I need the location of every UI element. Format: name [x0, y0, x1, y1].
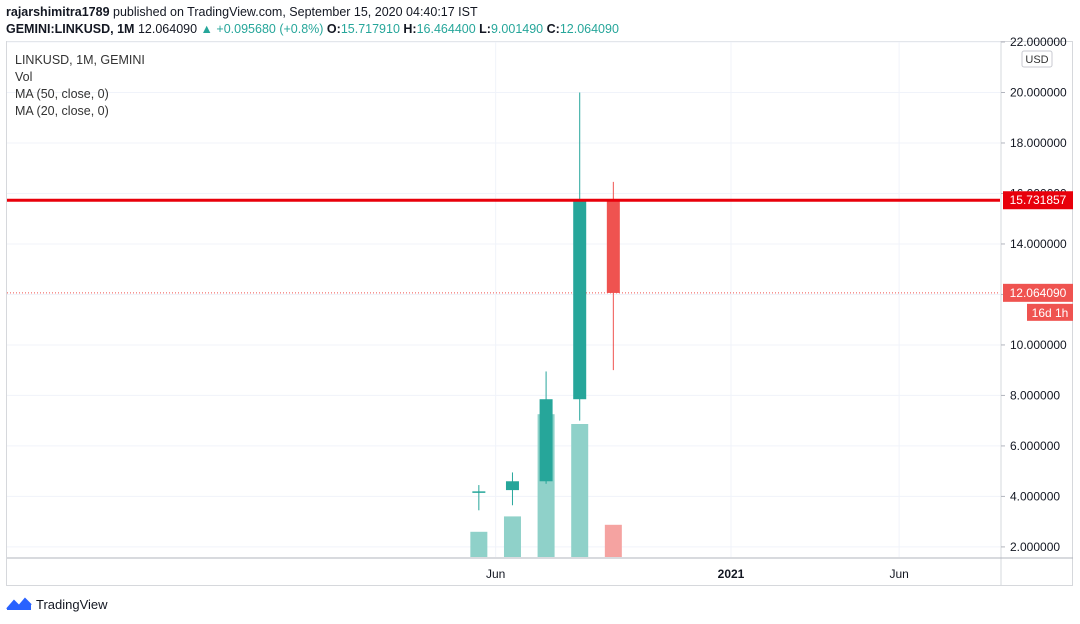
candle-body [573, 200, 587, 400]
candle [606, 181, 620, 371]
candle [539, 371, 553, 484]
footer-brand[interactable]: TradingView [6, 596, 108, 612]
legend-title[interactable]: LINKUSD, 1M, GEMINI [15, 53, 145, 67]
currency-label: USD [1025, 54, 1048, 66]
open-label: O: [326, 22, 341, 36]
volume-bar [571, 424, 589, 557]
y-tick-label: 4.000000 [1010, 489, 1060, 503]
time-axis: Jun 2021 Jun [486, 567, 909, 581]
chart-legend: LINKUSD, 1M, GEMINI Vol MA (50, close, 0… [15, 52, 145, 120]
current-price-label: 12.064090 [1003, 283, 1073, 302]
publish-info: published on TradingView.com, September … [109, 5, 478, 19]
close-value: 12.064090 [559, 22, 619, 36]
currency-button[interactable]: USD [1021, 50, 1053, 68]
chart-grid [7, 41, 1000, 557]
countdown-label: 16d 1h [1027, 303, 1073, 321]
price-change: +0.095680 (+0.8%) [216, 22, 324, 36]
y-tick-label: 14.000000 [1010, 237, 1067, 251]
symbol-interval: GEMINI:LINKUSD, 1M [6, 22, 135, 36]
volume-bar [470, 531, 488, 557]
countdown-text: 16d 1h [1032, 306, 1069, 320]
x-tick-label: Jun [486, 567, 505, 581]
ohlc-bar: GEMINI:LINKUSD, 1M 12.064090 ▲ +0.095680… [6, 21, 619, 38]
x-tick-label: Jun [889, 567, 908, 581]
low-value: 9.001490 [490, 22, 544, 36]
y-tick-label: 20.000000 [1010, 85, 1067, 99]
legend-vol[interactable]: Vol [15, 70, 33, 84]
y-tick-label: 10.000000 [1010, 338, 1067, 352]
candle-body [505, 481, 519, 491]
y-tick-label: 2.000000 [1010, 540, 1060, 554]
candle [573, 92, 587, 421]
y-tick-label: 6.000000 [1010, 439, 1060, 453]
high-label: H: [403, 22, 417, 36]
candle [472, 485, 486, 511]
y-tick-label: 8.000000 [1010, 388, 1060, 402]
y-tick-label: 22.000000 [1010, 35, 1067, 49]
candle-body [606, 200, 620, 293]
price-axis: 2.000000 4.000000 6.000000 8.000000 10.00000… [1001, 35, 1067, 554]
legend-ma20[interactable]: MA (20, close, 0) [15, 104, 109, 118]
publish-header: rajarshimitra1789 published on TradingVi… [6, 4, 478, 21]
y-tick-label: 18.000000 [1010, 136, 1067, 150]
low-label: L: [479, 22, 491, 36]
volume-bar [503, 516, 521, 557]
hline-price-label: 15.731857 [1003, 191, 1073, 210]
tradingview-logo-icon [6, 597, 32, 610]
open-value: 15.717910 [340, 22, 400, 36]
legend-ma50[interactable]: MA (50, close, 0) [15, 87, 109, 101]
x-tick-label: 2021 [718, 567, 745, 581]
last-price: 12.064090 [137, 22, 198, 36]
high-value: 16.464400 [416, 22, 476, 36]
current-price-text: 12.064090 [1010, 286, 1067, 300]
brand-name: TradingView [36, 596, 108, 612]
close-label: C: [546, 22, 560, 36]
candle [505, 472, 519, 506]
candle-body [472, 491, 486, 493]
change-arrow: ▲ [200, 22, 213, 36]
hline-price-text: 15.731857 [1010, 193, 1067, 207]
candlesticks [472, 92, 620, 511]
volume-bar [604, 524, 622, 557]
candle-body [539, 399, 553, 482]
author-name[interactable]: rajarshimitra1789 [6, 5, 110, 19]
